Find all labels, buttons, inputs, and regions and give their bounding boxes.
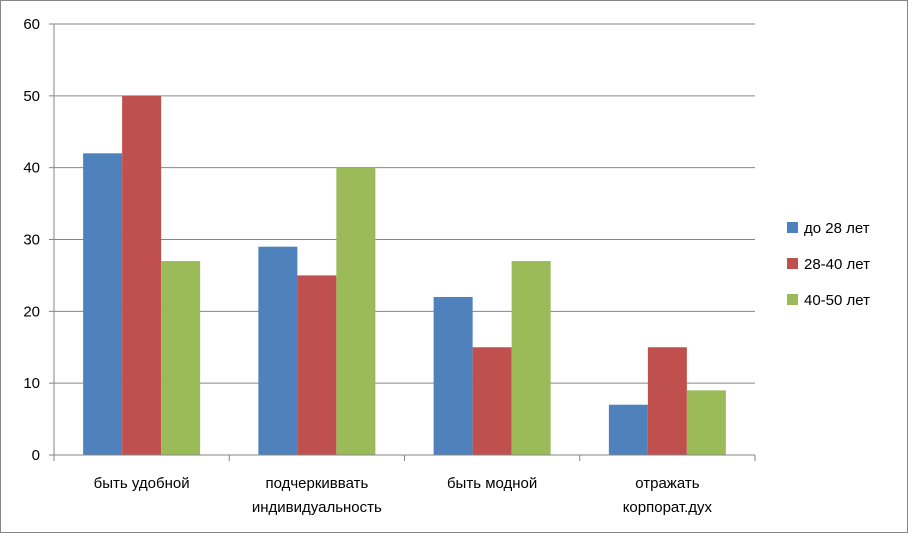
bar [297, 275, 337, 455]
x-category-label: быть модной [447, 475, 537, 492]
legend-label: 40-50 лет [804, 292, 870, 309]
x-axis-categories: быть удобной подчеркиввать индивидуальност… [94, 475, 713, 516]
bars [83, 95, 726, 456]
y-tick-label: 0 [32, 447, 40, 464]
bar [122, 95, 162, 455]
y-tick-label: 40 [23, 160, 40, 177]
bar [258, 246, 298, 455]
legend-label: до 28 лет [804, 220, 870, 237]
legend-label: 28-40 лет [804, 256, 870, 273]
bar [161, 261, 201, 455]
y-tick-label: 60 [23, 16, 40, 33]
bar [608, 404, 648, 455]
bar [83, 153, 123, 456]
legend: до 28 лет 28-40 лет 40-50 лет [787, 220, 870, 309]
x-category-label: отражать [635, 475, 699, 492]
x-category-label: индивидуальность [252, 499, 382, 516]
legend-swatch [787, 258, 798, 269]
y-axis-ticks: 0 10 20 30 40 50 60 [23, 16, 54, 464]
bar [647, 347, 687, 455]
bar [511, 261, 551, 455]
y-tick-label: 20 [23, 303, 40, 320]
x-category-label: быть удобной [94, 475, 190, 492]
bar [686, 390, 726, 455]
y-tick-label: 10 [23, 375, 40, 392]
bar [336, 167, 376, 455]
legend-swatch [787, 222, 798, 233]
legend-swatch [787, 294, 798, 305]
y-tick-label: 50 [23, 88, 40, 105]
x-category-label: подчеркиввать [265, 475, 368, 492]
y-tick-label: 30 [23, 232, 40, 249]
bar [433, 296, 473, 455]
x-category-label: корпорат.дух [623, 499, 713, 516]
bar [472, 347, 512, 455]
